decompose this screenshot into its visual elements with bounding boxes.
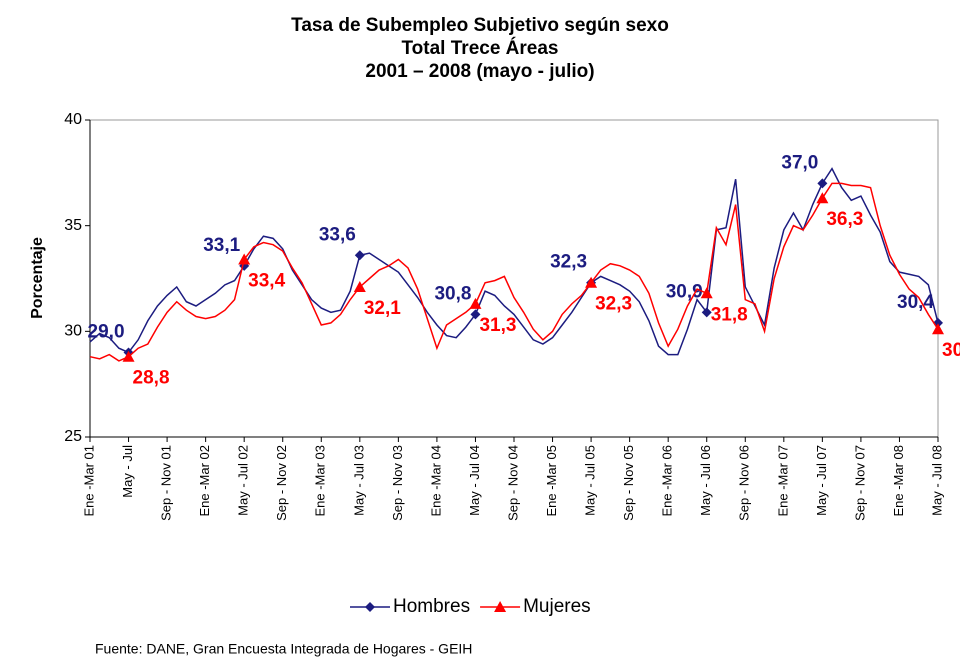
point-marker [365, 602, 375, 612]
x-tick-label: Ene -Mar 01 [81, 445, 96, 517]
x-tick-label: Ene -Mar 05 [544, 445, 559, 517]
point-marker [122, 350, 135, 362]
data-label: 32,3 [595, 294, 632, 315]
data-label: 37,0 [781, 152, 818, 173]
x-tick-label: Sep - Nov 04 [505, 445, 520, 521]
data-label: 33,4 [248, 270, 285, 291]
point-marker [494, 601, 507, 612]
point-marker [932, 323, 944, 335]
x-tick-label: Sep - Nov 05 [621, 445, 636, 521]
data-label: 29,0 [88, 321, 125, 342]
y-axis-title: Porcentaje [29, 237, 46, 319]
data-label: 30,8 [434, 283, 471, 304]
legend-label: Hombres [393, 596, 470, 617]
point-marker [238, 253, 251, 265]
y-tick-label: 30 [64, 323, 82, 340]
x-tick-label: Ene -Mar 04 [428, 445, 443, 517]
point-marker [817, 178, 828, 189]
point-marker [470, 309, 481, 320]
data-label: 28,8 [133, 368, 170, 389]
x-tick-label: Sep - Nov 01 [159, 445, 174, 521]
point-marker [469, 297, 482, 309]
x-tick-label: Sep - Nov 06 [737, 445, 752, 521]
y-tick-label: 40 [64, 111, 82, 128]
x-tick-label: Ene -Mar 06 [660, 445, 675, 517]
data-label: 33,1 [203, 235, 240, 256]
x-tick-label: May - Jul 06 [698, 445, 713, 516]
x-tick-label: May - Jul 03 [351, 445, 366, 516]
series-line [89, 167, 939, 356]
data-label: 30,1 [942, 340, 960, 361]
data-label: 33,6 [319, 224, 356, 245]
x-tick-label: May - Jul [120, 445, 135, 498]
legend-label: Mujeres [523, 596, 591, 617]
point-marker [353, 280, 366, 292]
x-tick-label: Ene -Mar 07 [775, 445, 790, 517]
x-tick-label: May - Jul 02 [236, 445, 251, 516]
chart-title: Tasa de Subempleo Subjetivo según sexo [291, 15, 669, 36]
x-tick-label: May - Jul 05 [583, 445, 598, 516]
data-label: 36,3 [826, 209, 863, 230]
point-marker [354, 250, 365, 261]
source-note: Fuente: DANE, Gran Encuesta Integrada de… [95, 641, 472, 657]
point-marker [816, 192, 829, 204]
chart-title: 2001 – 2008 (mayo - julio) [365, 61, 594, 82]
x-tick-label: May - Jul 08 [929, 445, 944, 516]
x-tick-label: Sep - Nov 02 [274, 445, 289, 521]
point-marker [700, 287, 713, 299]
point-marker [701, 307, 712, 318]
x-tick-label: May - Jul 04 [467, 445, 482, 516]
y-tick-label: 35 [64, 217, 82, 234]
x-tick-label: Sep - Nov 03 [390, 445, 405, 521]
data-label: 32,1 [364, 298, 401, 319]
x-tick-label: Ene -Mar 03 [313, 445, 328, 517]
chart-title: Total Trece Áreas [401, 37, 558, 59]
x-tick-label: Ene -Mar 02 [197, 445, 212, 517]
data-label: 32,3 [550, 252, 587, 273]
x-tick-label: Ene -Mar 08 [891, 445, 906, 517]
y-tick-label: 25 [64, 428, 82, 445]
data-label: 31,8 [711, 304, 748, 325]
x-tick-label: May - Jul 07 [814, 445, 829, 516]
series-line [89, 182, 939, 362]
point-marker [585, 276, 598, 288]
data-label: 31,3 [479, 315, 516, 336]
x-tick-label: Sep - Nov 07 [852, 445, 867, 521]
data-label: 30,9 [666, 281, 703, 302]
